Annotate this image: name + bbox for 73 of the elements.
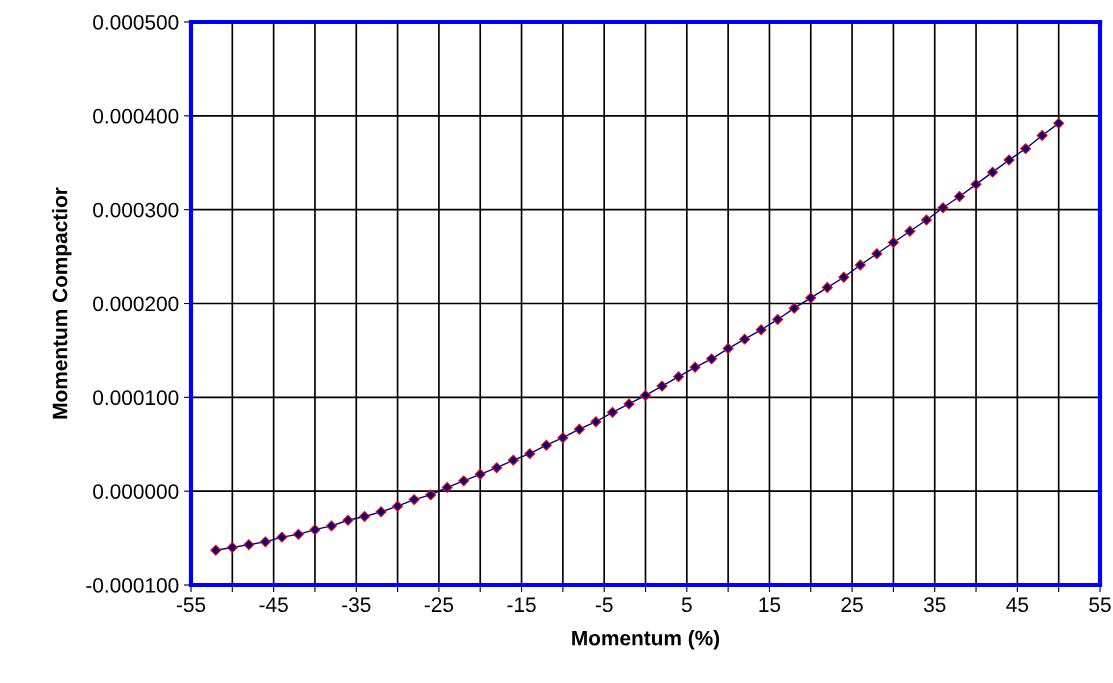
y-tick-label: 0.000200 bbox=[93, 296, 179, 312]
x-axis-title: Momentum (%) bbox=[572, 630, 720, 650]
point bbox=[375, 506, 387, 518]
x-tick-label: 55 bbox=[1089, 597, 1111, 613]
y-tick-label: 0.000100 bbox=[93, 390, 179, 406]
point bbox=[1020, 143, 1032, 155]
point bbox=[987, 166, 999, 178]
point bbox=[656, 380, 668, 392]
point bbox=[689, 361, 701, 373]
point bbox=[573, 423, 585, 435]
point bbox=[1036, 130, 1048, 142]
point bbox=[673, 371, 685, 383]
point bbox=[838, 271, 850, 283]
point bbox=[606, 406, 618, 418]
point bbox=[507, 454, 519, 466]
point bbox=[243, 539, 255, 551]
point bbox=[474, 468, 486, 480]
point bbox=[772, 313, 784, 325]
point bbox=[210, 544, 222, 556]
point bbox=[1003, 154, 1015, 166]
point bbox=[640, 389, 651, 401]
y-tick-label: 0.000400 bbox=[93, 108, 179, 124]
point bbox=[408, 494, 420, 506]
point bbox=[904, 225, 916, 237]
x-tick-label: -25 bbox=[424, 597, 454, 613]
point bbox=[359, 511, 371, 522]
point bbox=[722, 343, 734, 355]
x-tick-label: -15 bbox=[507, 597, 536, 613]
x-tick-label: 25 bbox=[841, 597, 863, 613]
point bbox=[871, 248, 883, 260]
point bbox=[540, 439, 552, 451]
x-tick-label: 35 bbox=[923, 597, 946, 613]
point bbox=[623, 398, 635, 410]
point bbox=[392, 500, 404, 512]
x-tick-label: -35 bbox=[342, 597, 371, 613]
point bbox=[937, 202, 949, 214]
point bbox=[1053, 117, 1065, 129]
point bbox=[854, 259, 866, 271]
point bbox=[458, 475, 470, 487]
point bbox=[755, 324, 767, 336]
point bbox=[425, 489, 437, 501]
y-axis-title: Momentum Compactior bbox=[52, 187, 72, 419]
point bbox=[491, 462, 503, 474]
point bbox=[309, 524, 321, 536]
point bbox=[259, 536, 271, 548]
point bbox=[292, 528, 304, 540]
y-tick-label: -0.000100 bbox=[86, 578, 179, 593]
point bbox=[920, 214, 932, 226]
y-tick-label: 0.000300 bbox=[93, 202, 179, 218]
point bbox=[706, 353, 718, 365]
point bbox=[887, 237, 899, 248]
point bbox=[557, 432, 569, 444]
point bbox=[970, 178, 982, 190]
point bbox=[739, 333, 751, 345]
y-tick-label: 0.000000 bbox=[93, 484, 179, 499]
x-tick-label: -5 bbox=[595, 597, 613, 613]
point bbox=[326, 520, 337, 532]
point bbox=[788, 302, 800, 314]
x-tick-label: 5 bbox=[681, 597, 692, 613]
x-tick-label: -55 bbox=[176, 597, 206, 613]
point bbox=[276, 531, 288, 543]
point bbox=[441, 481, 453, 493]
point bbox=[342, 514, 354, 526]
y-tick-label: 0.000500 bbox=[93, 15, 179, 30]
point bbox=[954, 191, 965, 202]
point bbox=[524, 448, 536, 460]
point bbox=[805, 292, 817, 304]
x-tick-label: -45 bbox=[259, 597, 288, 613]
x-tick-label: 15 bbox=[759, 597, 781, 613]
point bbox=[590, 416, 602, 428]
x-tick-label: 45 bbox=[1006, 597, 1029, 613]
point bbox=[226, 542, 238, 553]
point bbox=[821, 282, 833, 294]
